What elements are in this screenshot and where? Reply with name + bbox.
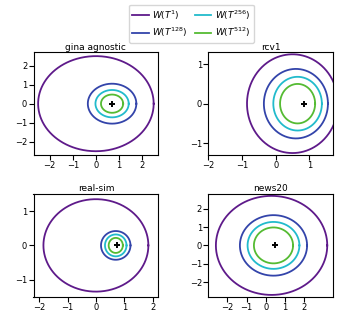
Title: real-sim: real-sim bbox=[78, 184, 114, 193]
Title: rcv1: rcv1 bbox=[261, 43, 280, 52]
Legend: $W(T^{1})$, $W(T^{128})$, $W(T^{256})$, $W(T^{512})$: $W(T^{1})$, $W(T^{128})$, $W(T^{256})$, … bbox=[129, 5, 254, 43]
Title: news20: news20 bbox=[253, 184, 288, 193]
Title: gina agnostic: gina agnostic bbox=[65, 43, 126, 52]
